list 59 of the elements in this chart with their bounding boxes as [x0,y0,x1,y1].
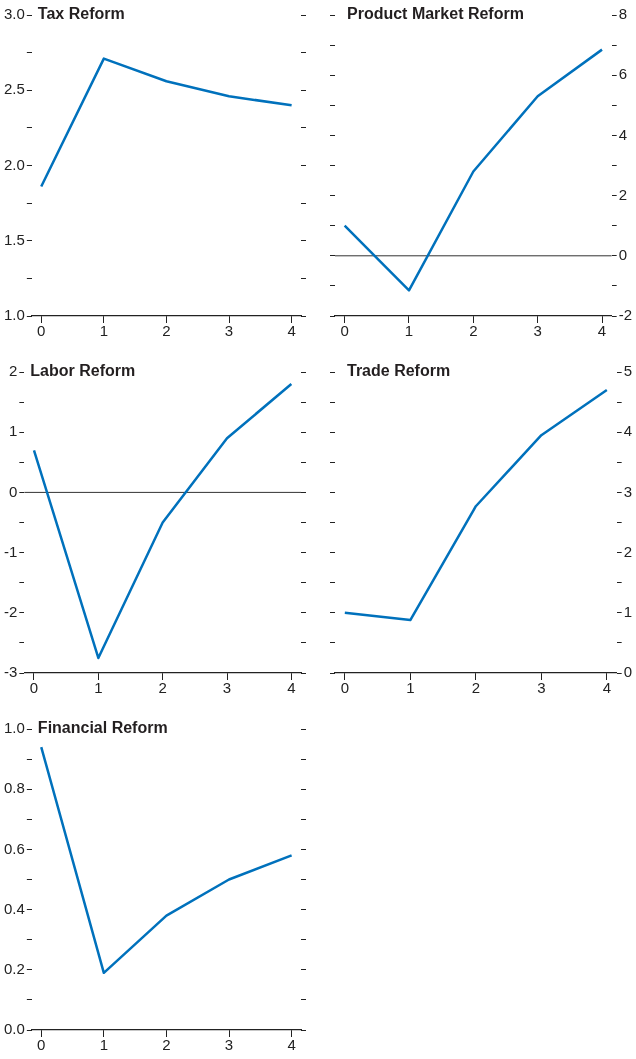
x-tick-label: 1 [99,322,109,340]
y2-tick-label: 4 [618,125,628,143]
x-tick-label: 3 [224,1036,234,1054]
x-tick-label: 1 [94,679,103,697]
x-tick-label: 1 [404,322,414,340]
x-tick-label: 0 [340,322,349,340]
x-tick-label: 1 [99,1036,109,1054]
y2-tick-label: 4 [623,422,632,440]
y2-tick-label: 2 [623,542,632,560]
x-tick-label: 2 [162,1036,171,1054]
x-tick-label: 4 [287,679,296,697]
chart-title: Labor Reform [30,362,136,380]
y2-tick-label: 1 [623,602,632,620]
y-tick-label: 2.5 [3,80,25,98]
y-tick-label: 0.4 [3,899,25,917]
x-tick-label: 3 [222,679,232,697]
x-tick-label: 0 [37,1036,46,1054]
x-tick-label: 0 [340,679,349,697]
y2-tick-label: 0 [618,245,628,263]
y2-tick-label: 5 [623,362,632,380]
chart-title: Trade Reform [347,362,451,380]
x-tick-label: 4 [597,322,607,340]
y-tick-label: 2 [8,362,18,380]
x-tick-label: 0 [29,679,39,697]
x-tick-label: 3 [224,322,234,340]
y-tick-label: 3.0 [3,5,25,23]
y-tick-label: 0.8 [3,779,25,797]
x-tick-label: 2 [471,679,480,697]
y2-tick-label: 6 [618,65,628,83]
x-tick-label: 0 [37,322,46,340]
x-tick-label: 3 [537,679,546,697]
y-tick-label: 1.0 [3,306,25,324]
y-tick-label: 0.0 [3,1020,25,1038]
x-tick-label: 4 [287,1036,296,1054]
x-tick-label: 2 [469,322,478,340]
y2-tick-label: 8 [618,5,628,23]
y-tick-label: 0.6 [3,839,25,857]
x-tick-label: 2 [158,679,167,697]
y2-tick-label: 0 [623,663,632,681]
chart-title: Financial Reform [37,719,168,737]
y-tick-label: 1.0 [3,719,25,737]
y-tick-label: -2 [3,602,18,620]
y2-tick-label: 3 [623,482,632,500]
y2-tick-label: 2 [618,185,628,203]
y-tick-label: 0.2 [3,959,25,977]
y-tick-label: 0 [8,482,18,500]
chart-title: Tax Reform [37,5,125,23]
x-tick-label: 2 [162,322,171,340]
x-tick-label: 3 [533,322,542,340]
y-tick-label: -1 [3,542,18,560]
y-tick-label: 1.5 [3,230,25,248]
x-tick-label: 4 [287,322,296,340]
x-tick-label: 1 [406,679,415,697]
y-tick-label: 2.0 [3,155,25,173]
chart-title: Product Market Reform [347,5,524,23]
y2-tick-label: -2 [618,306,633,324]
y-tick-label: 1 [8,422,18,440]
x-tick-label: 4 [602,679,611,697]
y-tick-label: -3 [3,663,18,681]
